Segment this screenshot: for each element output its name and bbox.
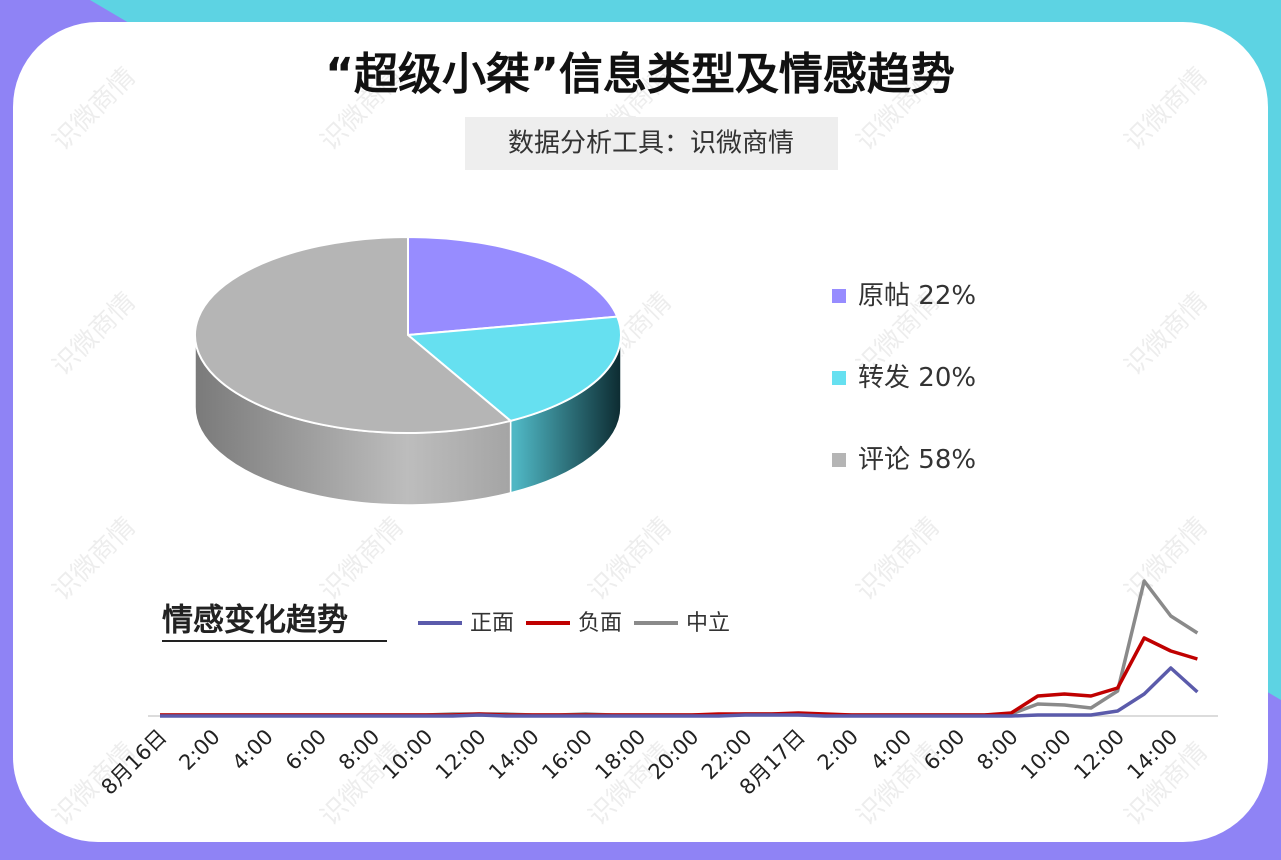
legend-label: 原帖 22% (858, 281, 976, 311)
pie-slice (194, 235, 513, 434)
legend-label: 转发 20% (858, 363, 976, 393)
legend-value: 58% (918, 445, 976, 475)
legend-category: 评论 (858, 445, 910, 475)
line-title: 情感变化趋势 (162, 603, 348, 639)
legend-swatch (832, 289, 846, 303)
legend-label: 评论 58% (858, 445, 976, 475)
legend-category: 转发 (858, 363, 910, 393)
legend-value: 20% (918, 363, 976, 393)
subtitle-box (465, 117, 838, 170)
subtitle: 数据分析工具：识微商情 (508, 129, 794, 159)
card (13, 22, 1268, 842)
title: “超级小桀”信息类型及情感趋势 (325, 49, 955, 100)
pie-slice (405, 315, 622, 422)
legend-label: 正面 (470, 611, 514, 636)
legend-label: 中立 (686, 611, 730, 636)
legend-category: 原帖 (858, 281, 910, 311)
legend-label: 负面 (578, 611, 622, 636)
legend-swatch (832, 371, 846, 385)
pie-slice (407, 235, 619, 337)
series-line (160, 666, 1199, 718)
legend-swatch (832, 453, 846, 467)
legend-value: 22% (918, 281, 976, 311)
